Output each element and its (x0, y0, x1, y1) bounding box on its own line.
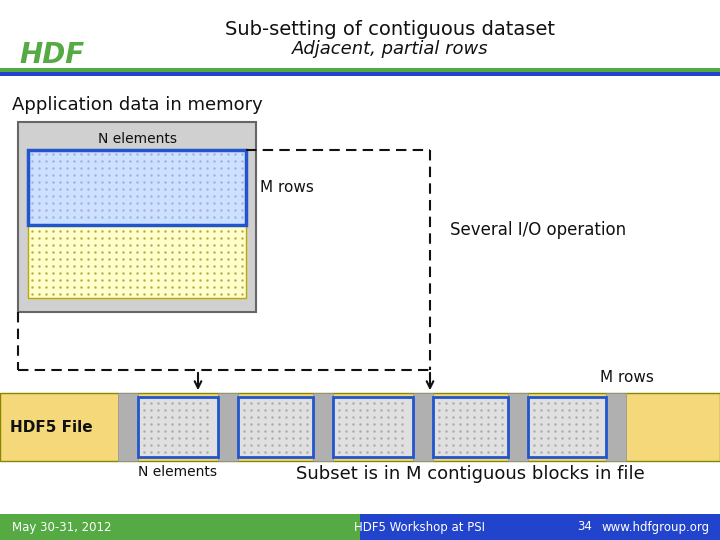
Text: N elements: N elements (138, 465, 217, 479)
Text: Several I/O operation: Several I/O operation (450, 221, 626, 239)
Text: www.hdfgroup.org: www.hdfgroup.org (602, 521, 710, 534)
Text: M rows: M rows (600, 370, 654, 385)
Bar (28, 150, 246, 225)
Bar (28, 150, 246, 298)
Bar (18, 122, 256, 312)
Bar (0, 514, 360, 540)
Bar (333, 397, 413, 457)
Text: N elements: N elements (97, 132, 176, 146)
Bar (0, 68, 720, 72)
Bar (138, 397, 218, 457)
Bar (360, 514, 720, 540)
Bar (313, 393, 333, 461)
Text: HDF5 Workshop at PSI: HDF5 Workshop at PSI (354, 521, 485, 534)
Bar (413, 393, 433, 461)
Bar (238, 397, 313, 457)
Text: Application data in memory: Application data in memory (12, 96, 263, 114)
Text: Subset is in M contiguous blocks in file: Subset is in M contiguous blocks in file (296, 465, 644, 483)
Bar (433, 397, 508, 457)
Bar (0, 72, 720, 76)
Text: HDF: HDF (19, 41, 85, 69)
Text: May 30-31, 2012: May 30-31, 2012 (12, 521, 112, 534)
Bar (606, 393, 626, 461)
Text: Sub-setting of contiguous dataset: Sub-setting of contiguous dataset (225, 20, 555, 39)
Bar (508, 393, 528, 461)
Bar (118, 393, 138, 461)
Text: M rows: M rows (260, 180, 314, 195)
Text: 34: 34 (577, 521, 593, 534)
Text: HDF5 File: HDF5 File (10, 420, 93, 435)
Text: Adjacent, partial rows: Adjacent, partial rows (292, 40, 488, 58)
Bar (218, 393, 238, 461)
Bar (0, 393, 720, 461)
Bar (528, 397, 606, 457)
